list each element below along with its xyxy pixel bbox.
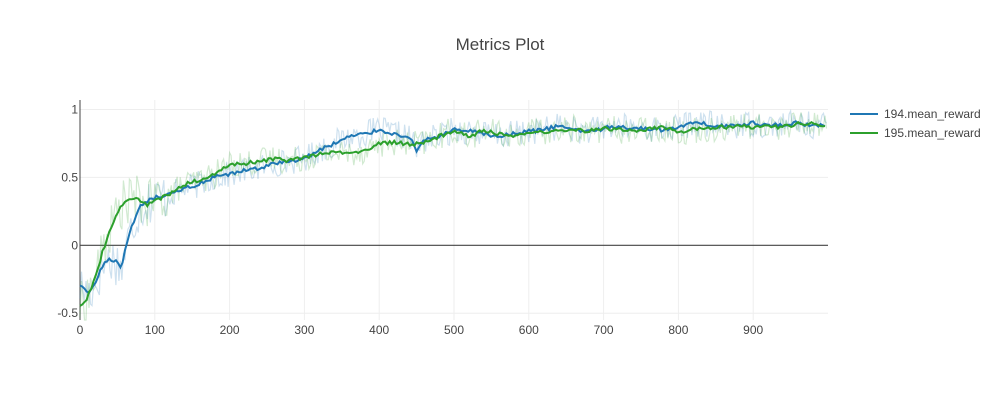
raw-trace-195-mean_reward	[79, 112, 828, 321]
x-tick-label: 200	[220, 323, 240, 337]
x-tick-label: 0	[77, 323, 84, 337]
x-tick-label: 400	[369, 323, 389, 337]
x-tick-label: 300	[294, 323, 314, 337]
series-line-195-mean_reward	[79, 120, 826, 307]
legend-label: 194.mean_reward	[884, 107, 981, 121]
y-tick-label: 0	[71, 238, 78, 252]
x-tick-label: 800	[668, 323, 688, 337]
series-line-194-mean_reward	[79, 120, 826, 295]
y-tick-label: -0.5	[57, 306, 78, 320]
legend: 194.mean_reward 195.mean_reward	[850, 107, 981, 140]
y-tick-label: 1	[71, 103, 78, 117]
x-tick-label: 500	[444, 323, 464, 337]
plot-area: 0 100 200 300 400 500 600 700 800 900 -0.5 0 0.5 1	[57, 100, 828, 337]
legend-label: 195.mean_reward	[884, 126, 981, 140]
y-tick-label: 0.5	[61, 170, 78, 184]
x-tick-label: 900	[743, 323, 763, 337]
x-tick-label: 600	[519, 323, 539, 337]
x-tick-label: 100	[145, 323, 165, 337]
chart-title: Metrics Plot	[456, 35, 545, 54]
x-tick-label: 700	[594, 323, 614, 337]
